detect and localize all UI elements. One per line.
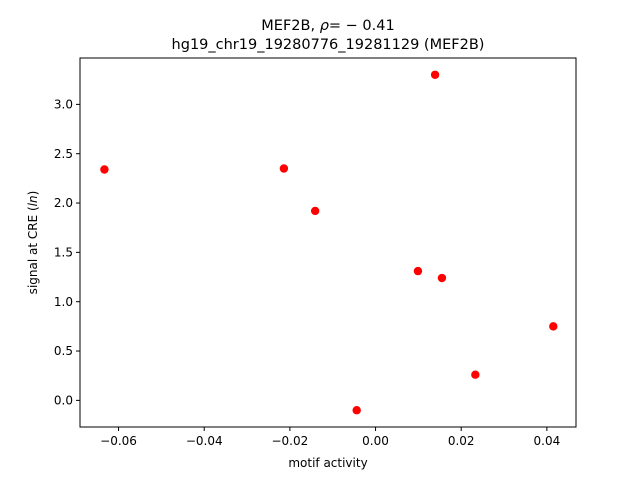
x-axis-label: motif activity [288, 456, 367, 470]
plot-area-frame [79, 57, 577, 428]
data-point [413, 266, 423, 276]
data-point [430, 70, 440, 79]
x-axis-ticks: −0.06 −0.04 −0.02 0.00 0.02 0.04 [100, 427, 560, 448]
x-tick-label: 0.00 [362, 434, 389, 448]
y-tick-label: 2.5 [54, 147, 73, 161]
data-point [549, 322, 558, 331]
data-point [100, 165, 109, 174]
y-axis-label: signal at CRE (ln) [26, 191, 40, 295]
data-point [279, 164, 289, 173]
x-tick-label: −0.04 [186, 434, 223, 448]
y-tick-label: 3.0 [54, 98, 73, 112]
data-point [310, 206, 320, 216]
x-tick-label: −0.02 [271, 434, 308, 448]
y-tick-label: 0.0 [54, 394, 73, 408]
x-tick-label: 0.02 [448, 434, 475, 448]
y-tick-label: 1.5 [54, 246, 73, 260]
y-tick-label: 1.0 [54, 295, 73, 309]
data-point [437, 273, 447, 283]
y-tick-label: 2.0 [54, 196, 73, 210]
y-axis-ticks: 0.0 0.5 1.0 1.5 2.0 2.5 3.0 [54, 98, 80, 408]
data-point [352, 406, 361, 415]
data-points [100, 70, 558, 415]
chart-title-line1: MEF2B, ρ= − 0.41 [261, 18, 394, 34]
data-point [471, 370, 480, 379]
x-tick-label: 0.04 [534, 434, 561, 448]
y-tick-label: 0.5 [54, 344, 73, 358]
chart-title-line2: hg19_chr19_19280776_19281129 (MEF2B) [172, 37, 485, 53]
x-tick-label: −0.06 [100, 434, 137, 448]
